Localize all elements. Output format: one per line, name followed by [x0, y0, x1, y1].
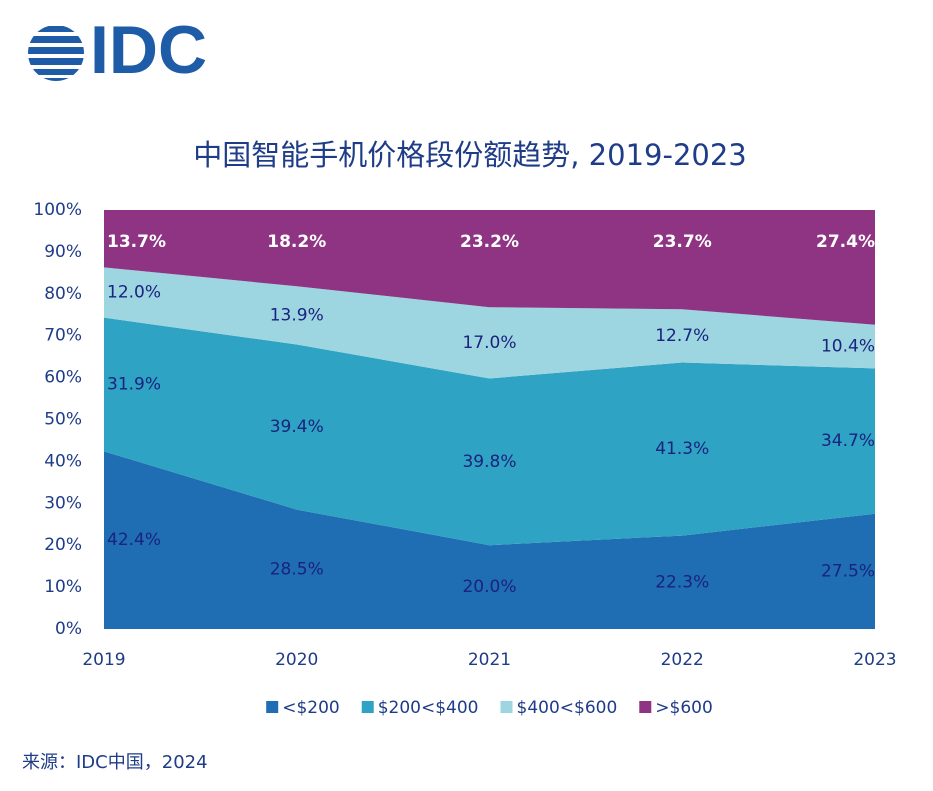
source: 来源：IDC中国，2024 — [22, 752, 208, 773]
area — [104, 451, 875, 629]
value-label: 27.4% — [816, 232, 875, 252]
y-tick-label: 30% — [44, 493, 82, 513]
y-tick-label: 90% — [44, 242, 82, 262]
y-tick-label: 20% — [44, 535, 82, 555]
value-label: 23.7% — [653, 232, 712, 252]
area — [104, 267, 875, 379]
value-label: 28.5% — [270, 559, 324, 579]
area — [104, 317, 875, 546]
logo: IDC — [28, 12, 207, 88]
area — [104, 210, 875, 325]
y-tick-label: 10% — [44, 577, 82, 597]
value-label: 22.3% — [655, 572, 709, 592]
value-label: 10.4% — [821, 337, 875, 357]
y-tick-label: 70% — [44, 326, 82, 346]
y-tick-label: 80% — [44, 284, 82, 304]
y-tick-label: 40% — [44, 451, 82, 471]
value-label: 18.2% — [267, 232, 326, 252]
value-label: 20.0% — [462, 577, 516, 597]
chart-title: 中国智能手机价格段份额趋势, 2019-2023 — [193, 138, 747, 172]
value-label: 41.3% — [655, 439, 709, 459]
value-label: 13.7% — [107, 232, 166, 252]
value-label: 39.8% — [462, 452, 516, 472]
x-tick-label: 2019 — [82, 650, 125, 670]
legend-swatch — [639, 701, 652, 713]
value-label: 34.7% — [821, 431, 875, 451]
value-label: 12.0% — [107, 283, 161, 303]
y-tick-label: 50% — [44, 410, 82, 430]
value-label: 39.4% — [270, 417, 324, 437]
x-tick-label: 2023 — [853, 650, 896, 670]
legend-label: <$200 — [282, 698, 340, 718]
legend: <$200 $200<$400 $400<$600 >$600 — [266, 698, 713, 718]
value-label: 27.5% — [821, 561, 875, 581]
x-tick-label: 2020 — [275, 650, 318, 670]
x-tick-label: 2022 — [661, 650, 704, 670]
value-label: 13.9% — [270, 305, 324, 325]
value-label: 42.4% — [107, 530, 161, 550]
legend-swatch — [361, 701, 374, 713]
value-label: 23.2% — [460, 232, 519, 252]
value-label: 12.7% — [655, 326, 709, 346]
legend-label: $200<$400 — [378, 698, 479, 718]
y-tick-label: 0% — [55, 619, 82, 639]
y-tick-label: 100% — [33, 200, 82, 220]
value-label: 17.0% — [462, 333, 516, 353]
legend-swatch — [500, 701, 513, 713]
legend-label: $400<$600 — [517, 698, 618, 718]
value-label: 31.9% — [107, 375, 161, 395]
x-tick-label: 2021 — [468, 650, 511, 670]
y-tick-label: 60% — [44, 368, 82, 388]
legend-label: >$600 — [655, 698, 713, 718]
legend-swatch — [266, 701, 279, 713]
logo-text: IDC — [90, 12, 207, 88]
